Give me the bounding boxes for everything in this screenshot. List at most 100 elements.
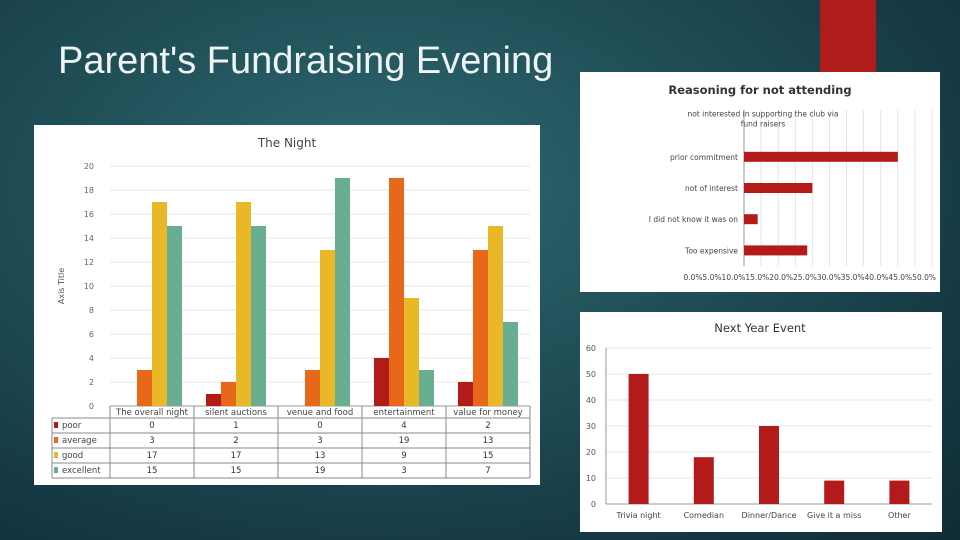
- bar-average: [137, 370, 152, 406]
- y-tick-label: 16: [84, 210, 94, 219]
- category-label: Too expensive: [684, 246, 738, 255]
- table-value: 19: [399, 436, 410, 446]
- x-tick-label: entertainment: [373, 408, 435, 418]
- y-tick-label: 40: [586, 396, 596, 405]
- bar-average: [221, 382, 236, 406]
- reason-chart-panel: Reasoning for not attending not intereste…: [580, 72, 940, 292]
- bar: [889, 480, 910, 504]
- table-value: 9: [401, 451, 406, 461]
- table-value: 3: [317, 436, 322, 446]
- table-value: 2: [233, 436, 238, 446]
- table-value: 13: [315, 451, 326, 461]
- x-tick-labels: 0.0%5.0%10.0%15.0%20.0%25.0%30.0%35.0%40…: [683, 273, 936, 282]
- x-tick-label: The overall night: [115, 408, 189, 418]
- bar-excellent: [335, 178, 350, 406]
- bar-poor: [458, 382, 473, 406]
- bar-excellent: [503, 322, 518, 406]
- table-value: 15: [483, 451, 494, 461]
- x-tick-label: venue and food: [287, 408, 353, 418]
- bar: [628, 374, 649, 504]
- bar-good: [152, 202, 167, 406]
- y-tick-label: 6: [89, 330, 94, 339]
- legend-label-good: good: [62, 451, 83, 461]
- x-tick-label: Give it a miss: [807, 511, 861, 520]
- table-value: 3: [401, 466, 406, 476]
- category-label: prior commitment: [670, 153, 738, 162]
- category-label: not interested in supporting the club vi…: [687, 110, 838, 129]
- bar: [744, 183, 813, 193]
- table-value: 0: [317, 421, 322, 431]
- bar: [744, 245, 808, 256]
- legend-swatch-excellent: [54, 467, 58, 473]
- reason-chart: Reasoning for not attending not intereste…: [649, 83, 936, 282]
- chart-title: The Night: [257, 136, 317, 150]
- table-value: 17: [147, 451, 158, 461]
- legend-swatch-good: [54, 452, 58, 458]
- legend-label-poor: poor: [62, 421, 82, 431]
- table-value: 7: [485, 466, 490, 476]
- y-tick-label: 8: [89, 306, 94, 315]
- bar: [744, 214, 758, 225]
- y-tick-label: 14: [84, 234, 94, 243]
- category-label: I did not know it was on: [649, 215, 738, 224]
- y-tick-label: 4: [89, 354, 94, 363]
- x-tick-label: Trivia night: [615, 511, 660, 520]
- y-tick-label: 18: [84, 186, 94, 195]
- x-tick-label: Other: [888, 511, 911, 520]
- category-label: not of interest: [685, 184, 738, 193]
- table-value: 3: [149, 436, 154, 446]
- bar-good: [236, 202, 251, 406]
- table-value: 13: [483, 436, 494, 446]
- y-tick-label: 2: [89, 378, 94, 387]
- y-axis-label: Axis Title: [57, 268, 66, 304]
- y-tick-label: 0: [89, 402, 94, 411]
- x-tick-label: Dinner/Dance: [742, 511, 797, 520]
- y-tick-label: 10: [586, 474, 596, 483]
- bar-average: [305, 370, 320, 406]
- y-tick-label: 50: [586, 370, 596, 379]
- table-value: 15: [231, 466, 242, 476]
- table-value: 17: [231, 451, 242, 461]
- bar-poor: [206, 394, 221, 406]
- legend-swatch-average: [54, 437, 58, 443]
- bar-excellent: [419, 370, 434, 406]
- y-tick-label: 20: [84, 162, 94, 171]
- next-year-chart-panel: Next Year Event 0 10 20 30 40 50 60 Trivia night…: [580, 312, 942, 532]
- y-tick-label: 20: [586, 448, 596, 457]
- x-tick-label: value for money: [453, 408, 522, 418]
- next-year-chart: Next Year Event 0 10 20 30 40 50 60 Trivia night…: [586, 321, 932, 520]
- night-chart-panel: The Night Axis Title 0 2 4 6 8 10 12 14 16 18 20 The …: [34, 125, 540, 485]
- bar-good: [488, 226, 503, 406]
- bar: [759, 426, 779, 504]
- x-tick-label: silent auctions: [205, 408, 267, 418]
- chart-title: Next Year Event: [714, 321, 806, 335]
- table-value: 19: [315, 466, 326, 476]
- table-value: 15: [147, 466, 158, 476]
- bar: [693, 457, 714, 504]
- table-value: 2: [485, 421, 490, 431]
- bar: [824, 480, 845, 504]
- table-value: 0: [149, 421, 154, 431]
- x-tick-label: Comedian: [684, 511, 724, 520]
- bar-excellent: [251, 226, 266, 406]
- y-tick-label: 12: [84, 258, 94, 267]
- y-tick-label: 10: [84, 282, 94, 291]
- accent-bar: [820, 0, 876, 72]
- legend-label-average: average: [62, 436, 97, 446]
- y-tick-label: 0: [591, 500, 596, 509]
- bar: [744, 151, 898, 162]
- legend-label-excellent: excellent: [62, 466, 101, 476]
- bar-average: [389, 178, 404, 406]
- slide-title: Parent's Fundraising Evening: [58, 40, 554, 82]
- bar-excellent: [167, 226, 182, 406]
- chart-title: Reasoning for not attending: [668, 83, 851, 97]
- legend-swatch-poor: [54, 422, 58, 428]
- table-value: 1: [233, 421, 238, 431]
- bar-good: [320, 250, 335, 406]
- bar-good: [404, 298, 419, 406]
- y-tick-label: 60: [586, 344, 596, 353]
- table-value: 4: [401, 421, 406, 431]
- bar-average: [473, 250, 488, 406]
- bar-poor: [374, 358, 389, 406]
